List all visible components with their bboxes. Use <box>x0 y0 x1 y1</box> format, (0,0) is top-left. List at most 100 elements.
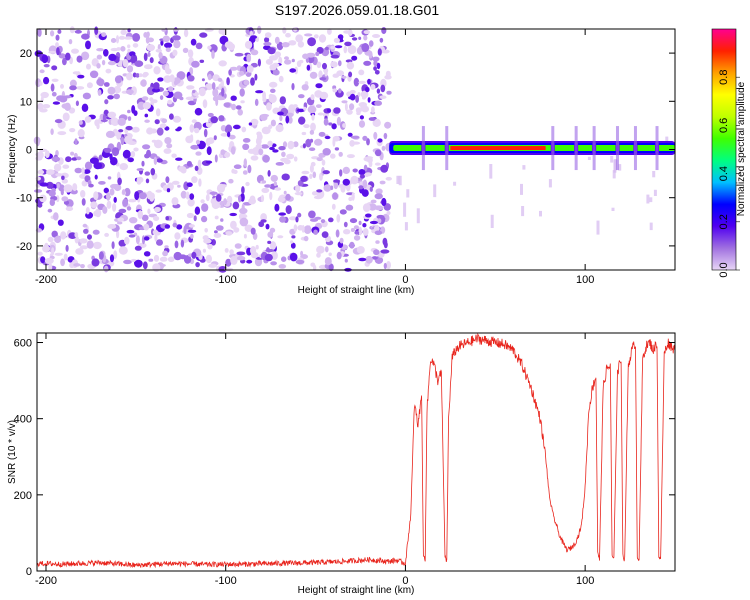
noise-blob <box>244 40 253 49</box>
noise-blob <box>374 230 383 236</box>
noise-blob <box>364 172 372 177</box>
noise-blob <box>76 86 85 90</box>
noise-blob <box>316 157 323 162</box>
noise-blob <box>256 133 263 141</box>
noise-blob <box>210 116 218 124</box>
noise-blob <box>182 47 189 54</box>
noise-streak <box>596 220 600 235</box>
colorbar-tick-label: 0.8 <box>718 70 730 85</box>
noise-blob <box>156 127 164 136</box>
noise-blob <box>339 237 344 244</box>
noise-blob <box>131 54 135 64</box>
noise-blob <box>148 258 154 262</box>
noise-blob <box>132 43 139 48</box>
colorbar-tick-label: 0.2 <box>718 214 730 229</box>
noise-blob <box>195 262 200 268</box>
noise-blob <box>85 207 90 215</box>
noise-blob <box>278 146 286 151</box>
noise-blob <box>381 197 387 207</box>
noise-blob <box>70 151 75 156</box>
noise-blob <box>320 219 326 224</box>
noise-blob <box>358 185 364 190</box>
noise-blob <box>371 256 378 260</box>
noise-blob <box>335 229 340 238</box>
noise-blob <box>207 243 213 250</box>
noise-blob <box>128 234 136 238</box>
snr-series-line <box>36 332 676 569</box>
noise-blob <box>207 112 214 118</box>
noise-blob <box>173 80 178 86</box>
noise-blob <box>306 64 311 71</box>
noise-blob <box>367 78 371 85</box>
noise-blob <box>41 54 49 64</box>
noise-blob <box>117 217 124 222</box>
noise-blob <box>343 45 348 54</box>
noise-blob <box>68 39 73 45</box>
noise-blob <box>83 228 89 234</box>
noise-blob <box>136 168 144 172</box>
noise-blob <box>60 84 64 89</box>
noise-blob <box>303 235 309 242</box>
noise-blob <box>145 36 150 44</box>
noise-blob <box>115 35 120 44</box>
noise-blob <box>342 166 350 174</box>
signal-gap-streak <box>445 126 449 171</box>
noise-blob <box>90 201 98 208</box>
noise-blob <box>297 212 302 218</box>
noise-blob <box>267 240 272 244</box>
noise-streak <box>396 175 400 184</box>
noise-blob <box>172 222 178 228</box>
noise-streak <box>453 181 457 186</box>
noise-blob <box>207 45 212 50</box>
noise-blob <box>48 50 57 54</box>
noise-blob <box>42 245 50 253</box>
noise-blob <box>368 160 373 168</box>
noise-blob <box>293 156 298 162</box>
noise-blob <box>309 71 318 79</box>
noise-blob <box>191 119 197 124</box>
noise-blob <box>86 63 91 70</box>
noise-blob <box>267 170 271 177</box>
noise-blob <box>173 40 181 49</box>
noise-blob <box>120 29 127 36</box>
spectrogram-y-ticks: -20 -10 0 10 20 <box>16 48 675 253</box>
noise-blob <box>254 98 259 106</box>
noise-blob <box>120 46 126 52</box>
noise-blob <box>287 140 295 150</box>
noise-blob <box>218 266 227 273</box>
noise-blob <box>296 108 306 113</box>
noise-blob <box>270 174 278 182</box>
noise-blob <box>102 206 108 214</box>
noise-blob <box>154 119 160 125</box>
noise-blob <box>296 60 302 68</box>
noise-blob <box>254 73 258 81</box>
noise-blob <box>205 254 212 264</box>
noise-blob <box>103 147 112 153</box>
noise-blob <box>153 66 161 75</box>
noise-blob <box>303 106 307 111</box>
noise-blob <box>167 256 175 263</box>
noise-blob <box>51 156 61 162</box>
noise-blob <box>96 78 105 86</box>
noise-blob <box>310 94 315 101</box>
noise-blob <box>134 60 144 67</box>
noise-blob <box>293 224 298 232</box>
noise-blob <box>143 236 150 241</box>
noise-blob <box>310 161 316 167</box>
noise-blob <box>377 218 382 224</box>
noise-blob <box>156 239 163 246</box>
y-tick-label: 20 <box>20 48 32 60</box>
noise-blob <box>81 180 88 187</box>
noise-blob <box>129 51 136 57</box>
noise-blob <box>349 93 356 101</box>
noise-blob <box>315 83 323 89</box>
noise-blob <box>205 138 211 146</box>
noise-blob <box>310 122 316 132</box>
noise-blob <box>322 148 331 156</box>
noise-blob <box>376 88 381 94</box>
noise-blob <box>192 89 196 94</box>
noise-blob <box>264 37 270 43</box>
noise-blob <box>246 53 252 63</box>
noise-blob <box>120 136 125 146</box>
noise-blob <box>112 203 117 212</box>
